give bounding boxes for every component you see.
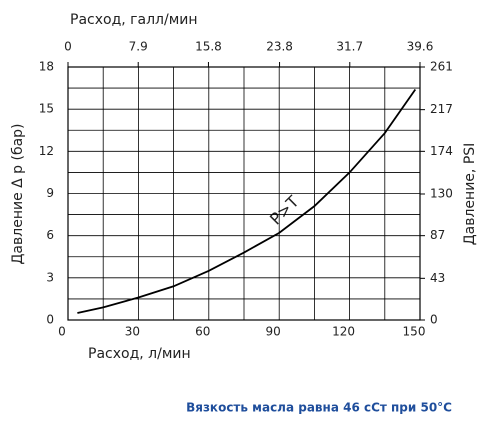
x-tick-label: 30	[125, 325, 140, 339]
y-tick-label: 12	[39, 144, 54, 158]
y-tick-label: 3	[46, 270, 54, 284]
y-tick-label: 6	[46, 228, 54, 242]
x-axis-title: Расход, л/мин	[88, 346, 191, 362]
y2-tick-label: 43	[430, 271, 445, 285]
y-tick-label: 0	[46, 313, 54, 327]
y-tick-label: 15	[39, 102, 54, 116]
x2-tick-label: 23.8	[266, 40, 293, 54]
plot-frame	[67, 66, 421, 321]
y2-tick-label: 130	[430, 186, 453, 200]
y-axis-title: Давление Δ p (бар)	[10, 123, 26, 264]
y2-tick-label: 217	[430, 102, 453, 116]
annotation: P>T	[266, 192, 303, 229]
x2-tick-label: 7.9	[129, 40, 148, 54]
x-tick-label: 60	[195, 325, 210, 339]
y2-tick-label: 174	[430, 144, 453, 158]
y2-tick-label: 87	[430, 228, 445, 242]
y2-axis-title: Давление, PSI	[462, 143, 478, 246]
y2-tick-label: 261	[430, 60, 453, 74]
footnote: Вязкость масла равна 46 сСт при 50°C	[186, 401, 452, 415]
y-tick-label: 9	[46, 186, 54, 200]
x-tick-label: 120	[332, 325, 355, 339]
x2-tick-label: 15.8	[195, 40, 222, 54]
x-tick-label: 150	[403, 325, 426, 339]
x2-tick-label: 39.6	[407, 40, 434, 54]
y-tick-label: 18	[39, 60, 54, 74]
y2-tick-label: 0	[430, 313, 438, 327]
x2-tick-label: 31.7	[336, 40, 363, 54]
x2-axis-title: Расход, галл/мин	[70, 12, 198, 28]
x-tick-label: 90	[266, 325, 281, 339]
data-line	[77, 88, 417, 314]
x2-tick-label: 0	[64, 40, 72, 54]
x-tick-label: 0	[58, 325, 66, 339]
